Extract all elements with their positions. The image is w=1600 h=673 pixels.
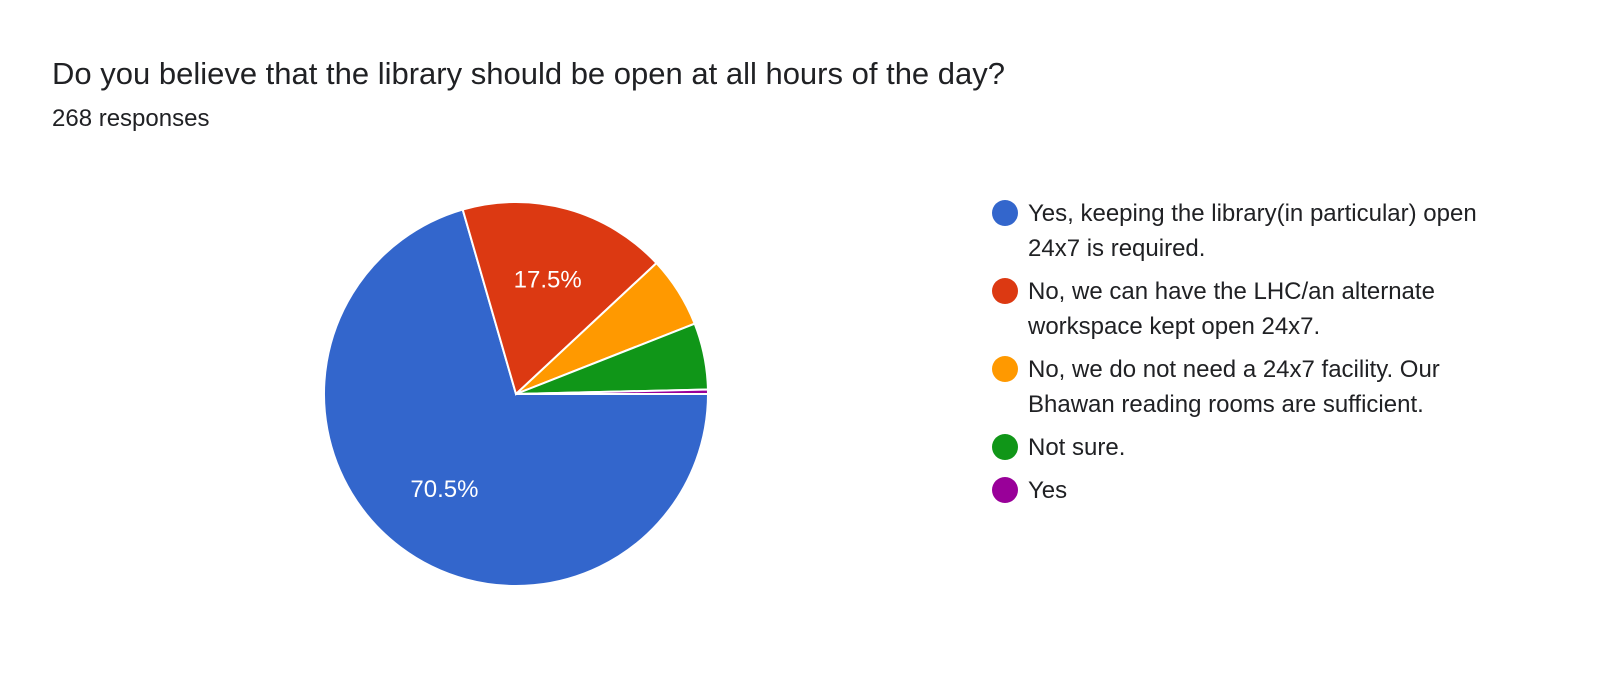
slice-data-label: 17.5%	[514, 266, 582, 293]
pie-slice-0[interactable]	[323, 208, 710, 587]
legend-item[interactable]: Yes, keeping the library(in particular) …	[992, 196, 1512, 266]
response-count: 268 responses	[52, 105, 210, 132]
legend-item[interactable]: Yes	[992, 473, 1512, 508]
chart-title: Do you believe that the library should b…	[52, 56, 1006, 91]
legend-label: No, we can have the LHC/an alternate wor…	[1028, 278, 1435, 340]
legend-label: No, we do not need a 24x7 facility. Our …	[1028, 356, 1440, 418]
legend-swatch-icon	[992, 200, 1018, 226]
legend-item[interactable]: No, we can have the LHC/an alternate wor…	[992, 274, 1512, 344]
legend-label: Not sure.	[1028, 434, 1126, 461]
legend-item[interactable]: Not sure.	[992, 430, 1512, 465]
pie-slice-4[interactable]	[515, 388, 710, 395]
legend-item[interactable]: No, we do not need a 24x7 facility. Our …	[992, 352, 1512, 422]
legend-label: Yes	[1028, 477, 1068, 504]
legend-swatch-icon	[992, 356, 1018, 382]
legend-swatch-icon	[992, 434, 1018, 460]
legend-label: Yes, keeping the library(in particular) …	[1028, 200, 1477, 262]
pie-slice-1[interactable]	[461, 201, 658, 396]
legend-swatch-icon	[992, 477, 1018, 503]
legend-swatch-icon	[992, 278, 1018, 304]
legend: Yes, keeping the library(in particular) …	[992, 196, 1512, 516]
slice-data-label: 70.5%	[410, 476, 478, 503]
